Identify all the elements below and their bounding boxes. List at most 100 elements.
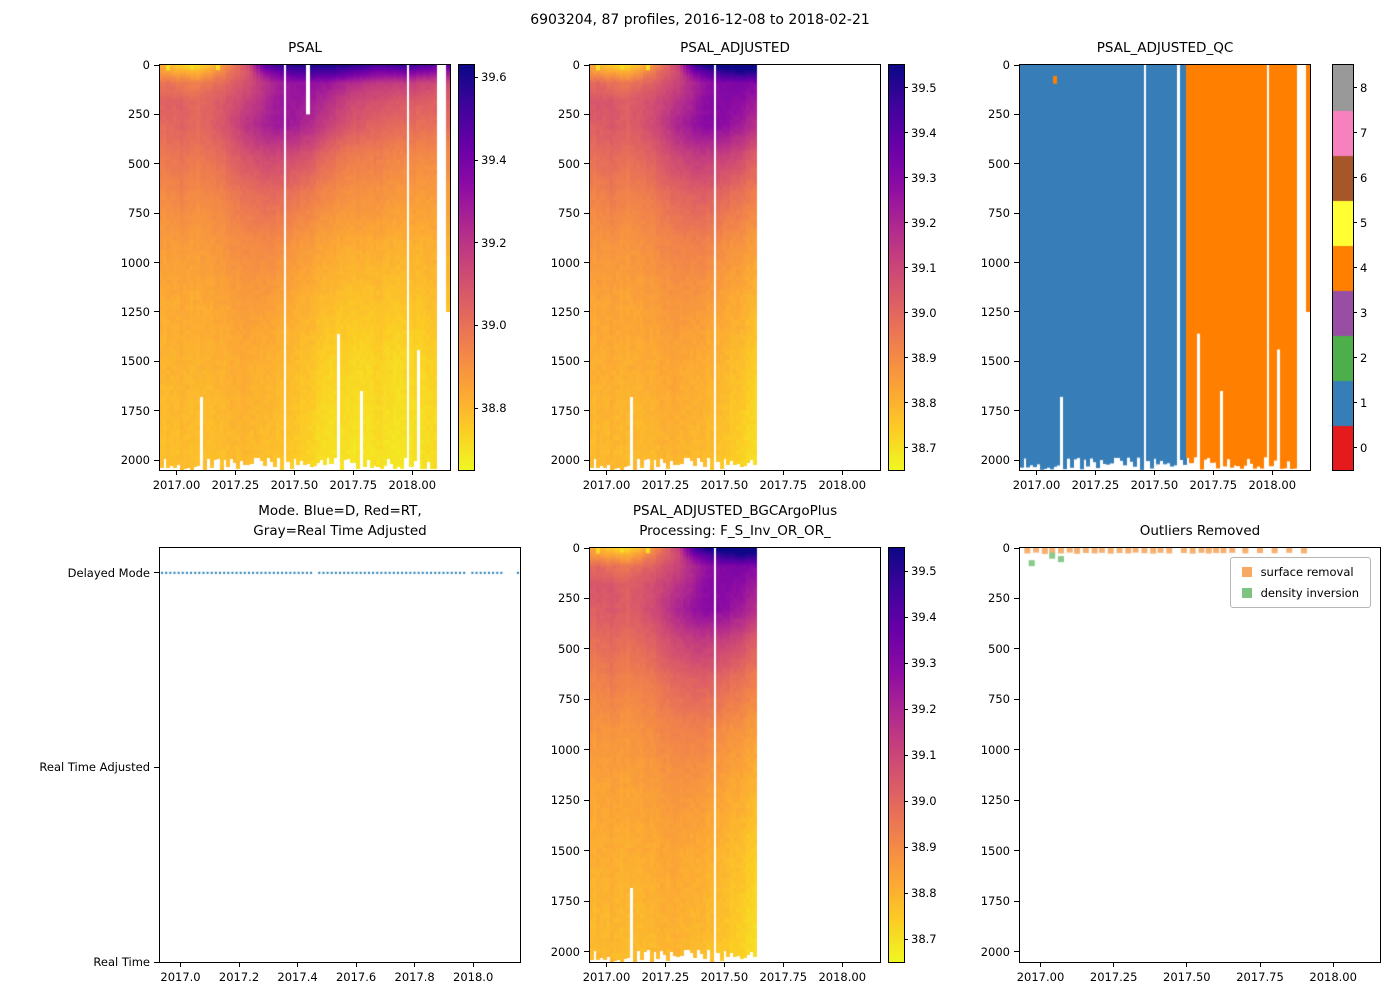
colorbar-tick-label: 38.8: [481, 401, 507, 415]
colorbar-tick-label: 39.0: [481, 318, 507, 333]
x-tick-label: 2017.00: [582, 478, 631, 492]
bgc-colorbar-gradient: [889, 548, 904, 962]
y-tick-mark: [1014, 850, 1019, 852]
y-tick-mark: [1014, 597, 1019, 599]
colorbar-tick-mark: [904, 892, 908, 894]
figure-title: 6903204, 87 profiles, 2016-12-08 to 2018…: [530, 12, 870, 28]
colorbar-tick-label: 39.2: [911, 702, 937, 716]
colorbar-tick-mark: [904, 267, 908, 268]
x-tick-mark: [606, 963, 607, 967]
x-tick-label: 2017.25: [1071, 478, 1120, 492]
y-tick-mark: [1014, 547, 1019, 549]
psal-colorbar: [458, 64, 475, 471]
psal-adjusted-title: PSAL_ADJUSTED: [680, 39, 790, 56]
x-tick-mark: [723, 471, 725, 475]
x-tick-label: 2018.00: [818, 970, 867, 984]
x-tick-mark: [723, 963, 725, 967]
x-tick-label: 2018.00: [818, 478, 867, 492]
y-tick-mark: [584, 597, 589, 599]
y-tick-mark: [1014, 951, 1019, 953]
x-tick-label: 2017.00: [582, 970, 631, 984]
y-tick-label: 0: [572, 58, 580, 72]
x-tick-label: 2017.25: [641, 478, 690, 492]
y-tick-mark: [584, 547, 589, 549]
y-tick-mark: [584, 850, 589, 852]
x-tick-mark: [238, 963, 240, 967]
colorbar-tick-mark: [904, 177, 908, 178]
x-tick-mark: [176, 471, 177, 475]
x-tick-label: 2018.00: [1309, 970, 1357, 984]
colorbar-tick-mark: [474, 407, 478, 409]
colorbar-tick-mark: [1353, 402, 1357, 403]
colorbar-tick-label: 39.4: [911, 125, 937, 140]
colorbar-tick-label: 39.5: [911, 564, 937, 578]
y-tick-label: 1000: [120, 255, 150, 270]
colorbar-tick-label: 39.3: [911, 170, 937, 185]
colorbar-tick-mark: [1353, 357, 1357, 358]
y-tick-label: 500: [558, 156, 580, 171]
colorbar-tick-mark: [904, 402, 908, 403]
x-tick-label: 2017.6: [335, 970, 377, 984]
y-tick-mark: [1014, 212, 1019, 214]
y-tick-label: 500: [128, 156, 150, 171]
colorbar-tick-mark: [1353, 177, 1357, 178]
outliers-title: Outliers Removed: [1139, 522, 1261, 539]
qc-heatmap: [1020, 65, 1310, 470]
x-tick-mark: [234, 471, 236, 475]
x-tick-label: 2017.00: [1012, 478, 1061, 492]
y-tick-mark: [584, 698, 589, 700]
psal-adjusted-heatmap: [590, 65, 880, 470]
y-tick-mark: [584, 64, 589, 66]
colorbar-tick-mark: [1353, 447, 1357, 448]
x-tick-label: 2018.00: [388, 478, 437, 492]
colorbar-tick-mark: [904, 938, 908, 940]
y-tick-mark: [1014, 900, 1019, 902]
y-tick-label: 1750: [550, 894, 580, 909]
y-tick-mark: [584, 262, 589, 264]
y-tick-mark: [154, 212, 159, 214]
colorbar-tick-mark: [474, 76, 478, 78]
colorbar-tick-label: 8: [1360, 80, 1368, 95]
x-tick-label: 2017.75: [1189, 478, 1238, 492]
colorbar-tick-label: 38.7: [911, 932, 937, 946]
y-tick-mark: [1014, 698, 1019, 700]
x-tick-mark: [411, 471, 413, 475]
subplot-psal-adjusted-bgc: PSAL_ADJUSTED_BGCArgoPlus Processing: F_…: [551, 503, 937, 985]
mode-title: Mode. Blue=D, Red=RT, Gray=Real Time Adj…: [253, 502, 427, 539]
y-tick-label: 1500: [980, 843, 1010, 858]
y-tick-label: 750: [558, 206, 580, 221]
x-tick-mark: [782, 471, 784, 475]
colorbar-tick-mark: [904, 616, 908, 618]
x-tick-label: 2018.00: [1248, 478, 1297, 492]
x-tick-mark: [293, 471, 295, 475]
x-tick-mark: [1039, 963, 1041, 967]
colorbar-tick-mark: [1353, 312, 1357, 313]
x-tick-label: 2018.0: [453, 970, 494, 984]
y-tick-label: 500: [988, 156, 1010, 171]
x-tick-mark: [664, 963, 666, 967]
colorbar-tick-label: 5: [1360, 215, 1368, 230]
y-tick-label: 250: [558, 591, 580, 606]
colorbar-tick-label: 39.4: [481, 153, 507, 168]
qc-colorbar: [1332, 64, 1354, 471]
x-tick-mark: [1332, 963, 1334, 967]
colorbar-tick-mark: [904, 357, 908, 358]
colorbar-tick-label: 39.0: [911, 794, 937, 808]
y-tick-label: 1000: [550, 742, 580, 757]
colorbar-tick-label: 0: [1360, 440, 1368, 455]
y-tick-label: 1500: [120, 354, 150, 369]
y-tick-label: 250: [988, 591, 1010, 606]
y-tick-mark: [584, 459, 589, 461]
y-tick-mark: [154, 961, 159, 963]
colorbar-tick-label: 38.8: [911, 886, 937, 900]
y-tick-label: 750: [988, 206, 1010, 221]
x-tick-label: 2017.75: [759, 970, 808, 984]
y-tick-label: 1000: [550, 255, 580, 270]
colorbar-tick-mark: [904, 222, 908, 223]
colorbar-tick-mark: [474, 159, 478, 161]
y-tick-mark: [154, 360, 159, 362]
x-tick-mark: [179, 963, 181, 967]
y-tick-mark: [154, 766, 159, 768]
y-tick-mark: [584, 360, 589, 362]
mode-dotted-line-plot: [160, 548, 520, 962]
